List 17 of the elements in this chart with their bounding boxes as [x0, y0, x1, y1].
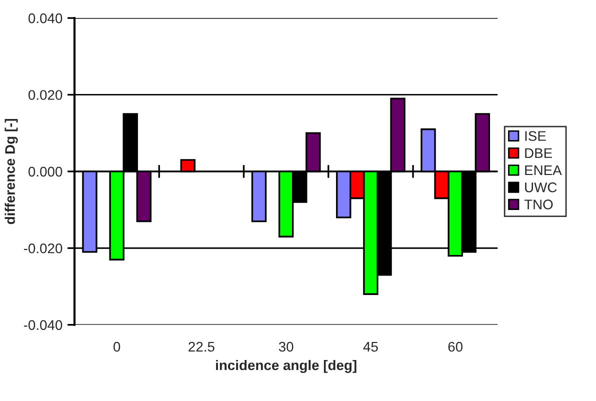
y-axis-title: difference Dg [-] — [4, 118, 18, 224]
legend-label: ENEA — [525, 165, 562, 176]
x-tick-label: 22.5 — [188, 342, 214, 352]
y-tick-label: -0.040 — [24, 320, 62, 330]
x-tick-label: 60 — [448, 342, 463, 352]
legend-label: TNO — [524, 200, 553, 210]
x-axis-title: incidence angle [deg] — [216, 360, 356, 373]
x-tick-label: 0 — [113, 342, 120, 352]
y-tick-label: -0.020 — [24, 243, 62, 254]
legend-label: UWC — [525, 182, 557, 192]
x-tick-label: 30 — [278, 342, 294, 352]
y-tick-label: 0.040 — [28, 13, 62, 24]
legend-label: ISE — [525, 131, 546, 141]
y-tick-label: 0.020 — [28, 90, 62, 100]
x-tick-label: 45 — [363, 342, 378, 352]
legend-label: DBE — [525, 148, 552, 158]
y-tick-label: 0.000 — [28, 166, 62, 177]
